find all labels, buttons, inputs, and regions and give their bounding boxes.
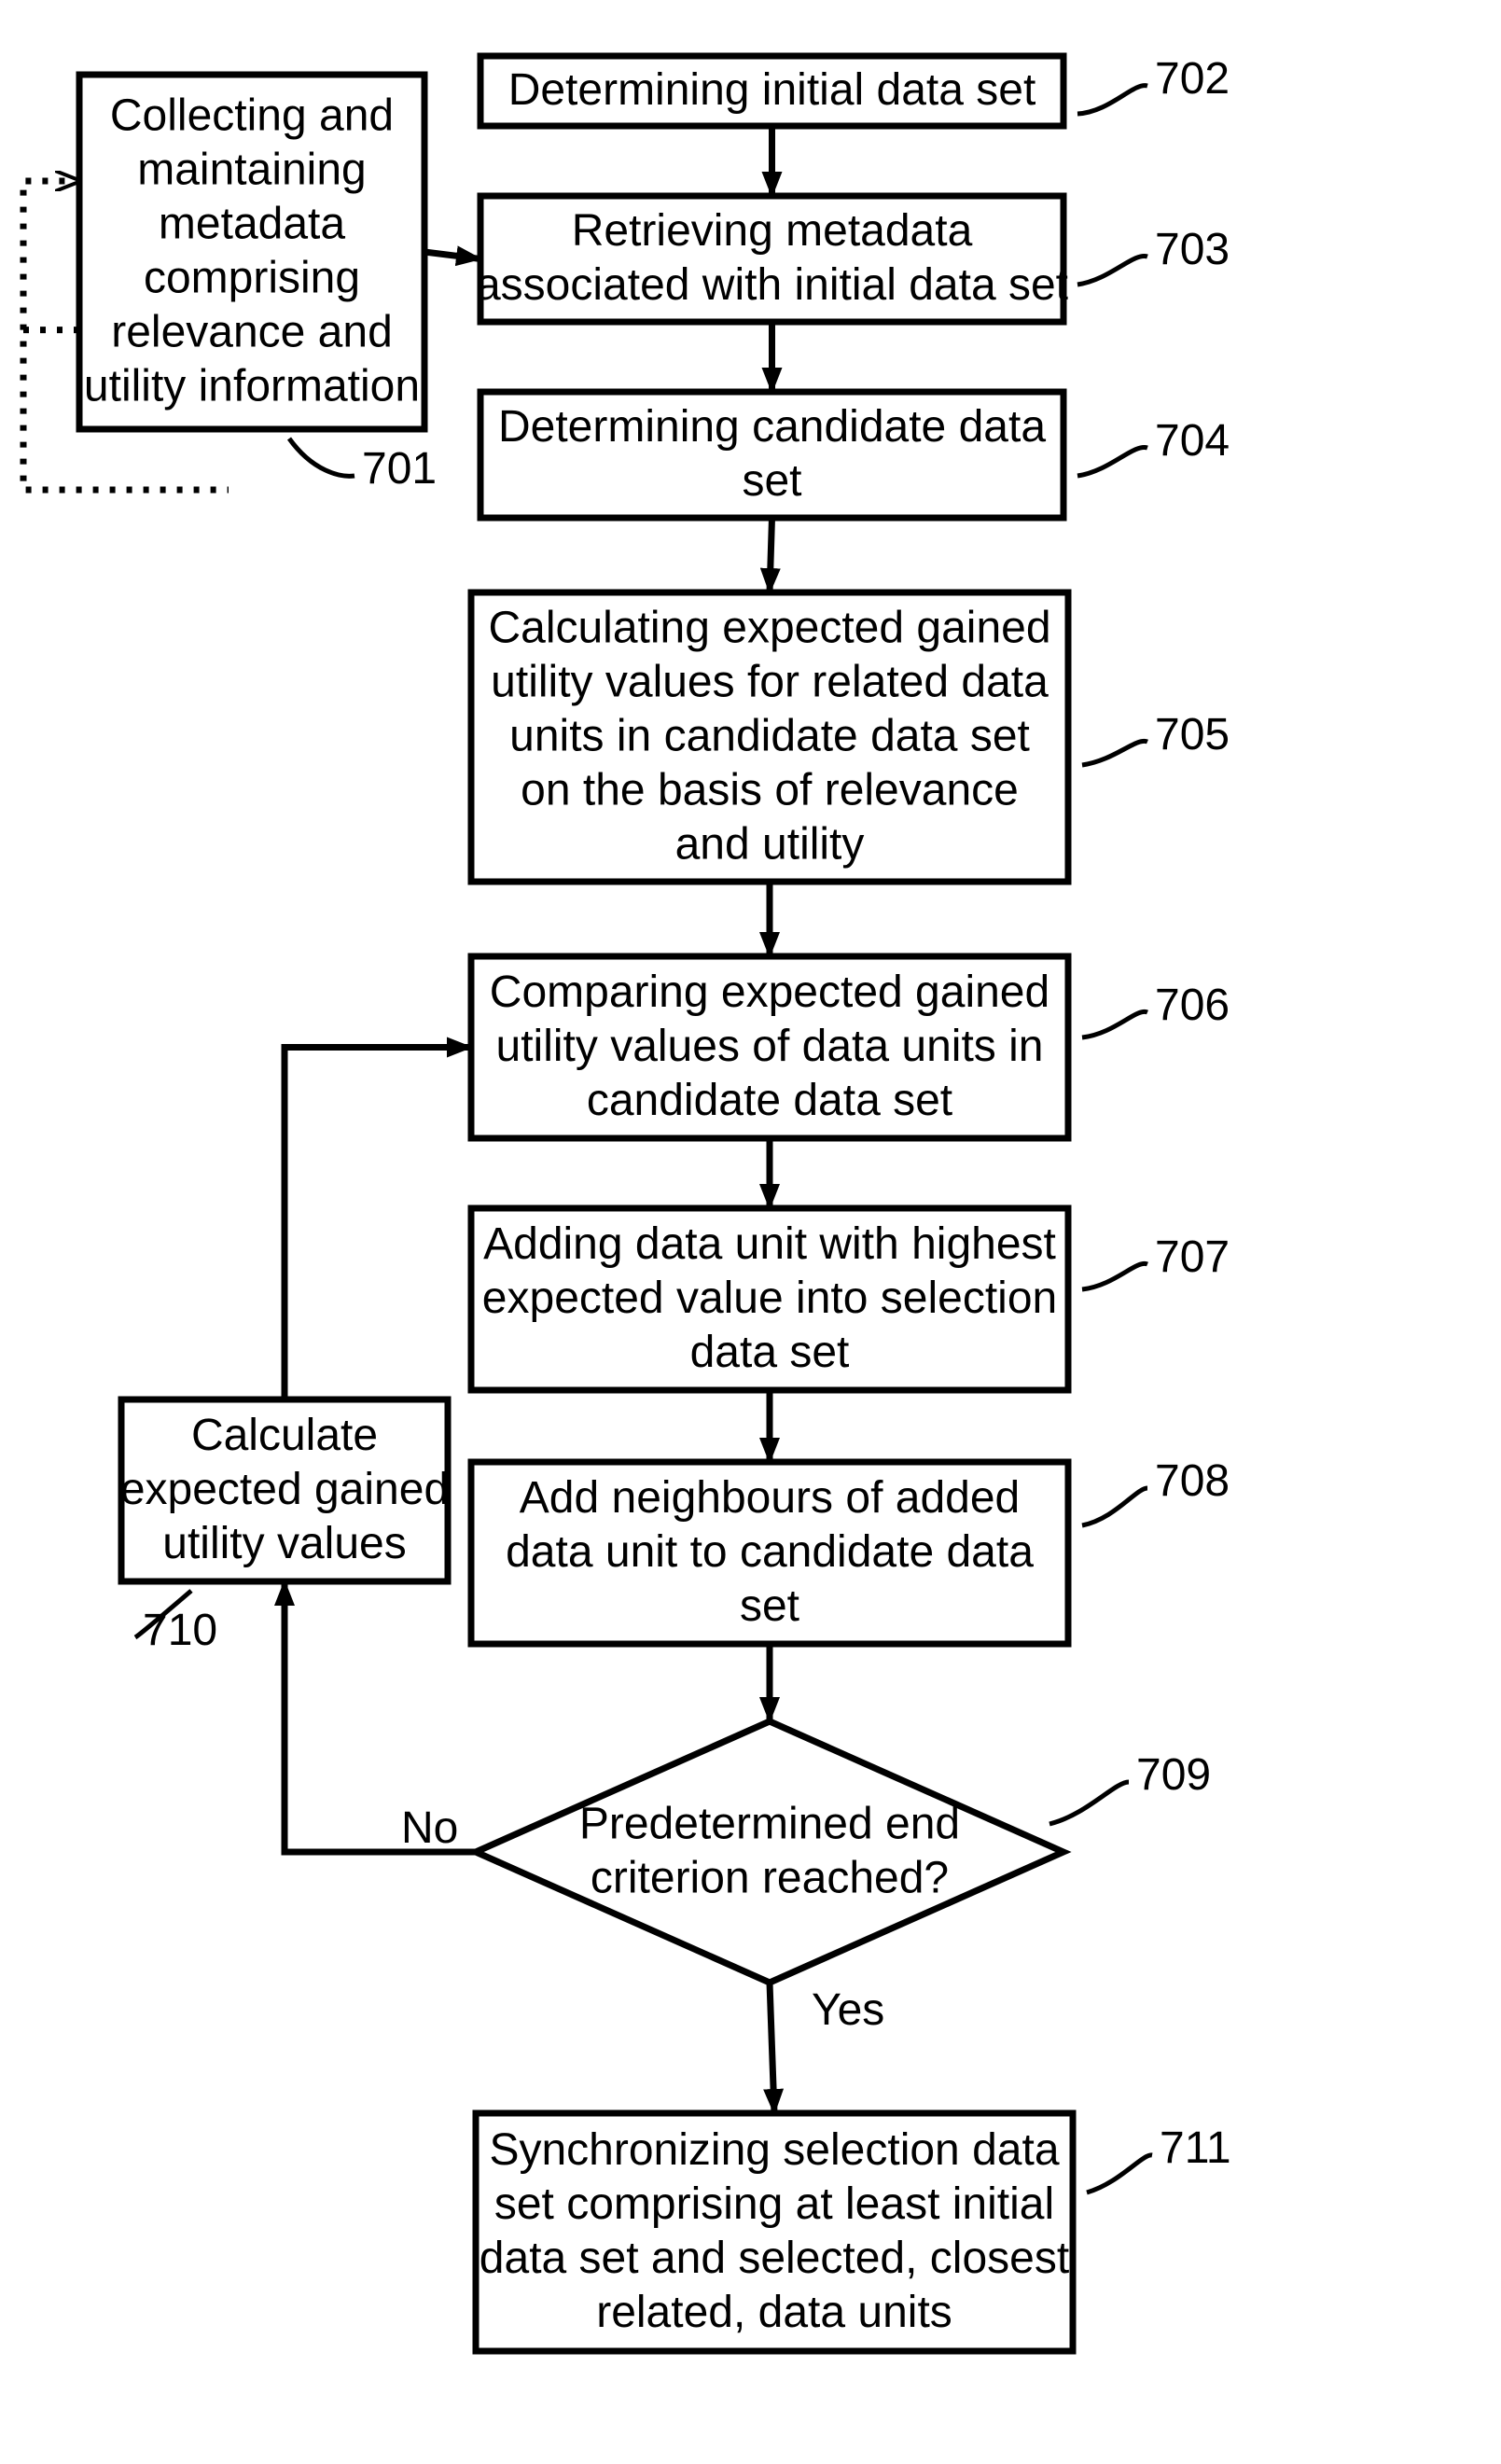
ref-leader-711 [1087,2155,1152,2193]
ref-705: 705 [1155,710,1230,759]
ref-leader-704 [1077,447,1147,476]
b707-line-2: data set [690,1328,850,1377]
b706-line-2: candidate data set [587,1076,952,1125]
b708-line-0: Add neighbours of added [520,1473,1020,1523]
ref-leader-709 [1049,1782,1129,1824]
b703: Retrieving metadataassociated with initi… [476,196,1068,322]
ref-leader-706 [1082,1011,1147,1037]
ref-leader-707 [1082,1263,1147,1289]
b710: Calculate expected gained utility values [120,1399,449,1581]
b701: Collecting and maintaining metadata compris… [79,75,424,429]
ref-leader-702 [1077,86,1147,114]
b707-line-0: Adding data unit with highest [483,1219,1056,1269]
arrow-d709-b711 [770,1983,774,2113]
b702-line-0: Determining initial data set [508,65,1036,115]
b701-line-4: relevance and [111,308,393,357]
ref-708: 708 [1155,1456,1230,1506]
ref-704: 704 [1155,416,1230,466]
ref-710: 710 [143,1606,217,1655]
b705-line-4: and utility [675,820,865,870]
b703-line-0: Retrieving metadata [572,206,973,256]
arrow-b701-b703 [424,252,480,259]
ref-leader-705 [1082,741,1147,765]
b704-line-0: Determining candidate data [498,402,1046,452]
b711-line-3: related, data units [596,2288,952,2337]
b710-line-2: utility values [162,1519,406,1568]
arrow-b710-b706 [285,1048,471,1400]
d709: Predetermined end criterion reached? [476,1721,1063,1983]
ref-702: 702 [1155,54,1230,104]
loop-b701-in [23,181,79,330]
arrow-b704-b705 [770,518,772,592]
label-no: No [401,1803,458,1853]
b701-line-3: comprising [144,254,360,303]
b708-line-2: set [740,1581,799,1631]
b704-line-1: set [742,456,801,506]
b701-line-5: utility information [84,362,420,411]
b704: Determining candidate dataset [480,392,1063,518]
b707-line-1: expected value into selection [482,1274,1057,1323]
b711-line-0: Synchronizing selection data [489,2125,1059,2175]
d709-line-0: Predetermined end [579,1800,960,1849]
b705-line-1: utility values for related data [491,658,1049,707]
b706-line-1: utility values of data units in [496,1022,1044,1071]
ref-leader-708 [1082,1488,1147,1525]
b702: Determining initial data set [480,56,1063,126]
b707: Adding data unit with highest expected va… [471,1208,1068,1390]
ref-leader-701 [289,439,354,476]
ref-leader-703 [1077,256,1147,285]
b708-line-1: data unit to candidate data [506,1527,1034,1577]
b711: Synchronizing selection dataset comprisi… [476,2113,1073,2351]
b710-line-0: Calculate [191,1411,378,1460]
label-yes: Yes [812,1985,884,2035]
b711-line-2: data set and selected, closest [479,2234,1069,2283]
ref-709: 709 [1136,1750,1211,1800]
b705-line-3: on the basis of relevance [521,766,1019,815]
ref-706: 706 [1155,981,1230,1030]
b701-line-2: metadata [159,200,345,249]
ref-701: 701 [362,444,437,494]
ref-707: 707 [1155,1232,1230,1282]
ref-711: 711 [1160,2123,1231,2173]
b701-line-0: Collecting and [110,91,394,141]
b708: Add neighbours of addeddata unit to cand… [471,1462,1068,1644]
b703-line-1: associated with initial data set [476,260,1068,310]
b705: Calculating expected gained utility value… [471,592,1068,882]
b706: Comparing expected gained utility values … [471,956,1068,1138]
b705-line-2: units in candidate data set [509,712,1030,761]
b710-line-1: expected gained [120,1465,449,1514]
ref-703: 703 [1155,225,1230,274]
b701-line-1: maintaining [137,146,366,195]
b705-line-0: Calculating expected gained [488,604,1050,653]
b711-line-1: set comprising at least initial [494,2179,1054,2229]
d709-line-1: criterion reached? [591,1854,949,1903]
b706-line-0: Comparing expected gained [490,968,1049,1017]
